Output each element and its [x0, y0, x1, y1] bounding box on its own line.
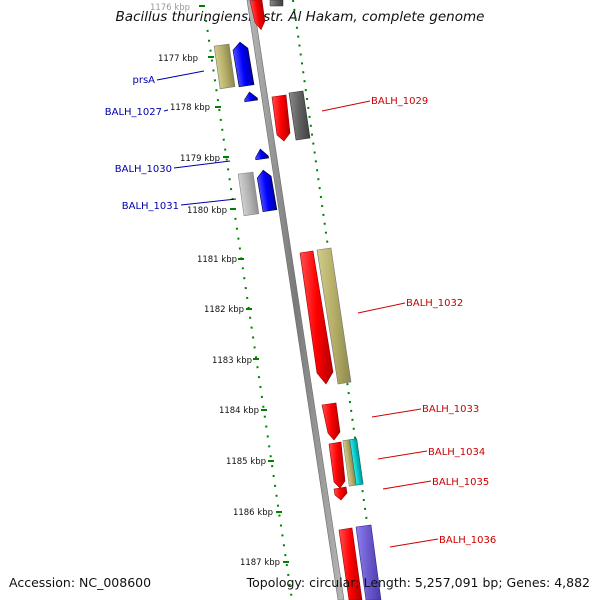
gene-balh-1036[interactable]: [338, 527, 363, 600]
connector-balh-1031: [180, 198, 237, 206]
ruler-label: 1185 kbp: [226, 457, 266, 467]
ruler-label: 1179 kbp: [180, 154, 220, 164]
label-balh-1032[interactable]: BALH_1032: [406, 298, 463, 309]
ruler-label: 1178 kbp: [170, 103, 210, 113]
label-balh-1033[interactable]: BALH_1033: [422, 404, 479, 415]
ruler-label: 1184 kbp: [219, 406, 259, 416]
ruler-label: 1176 kbp: [150, 3, 190, 13]
gene-balh-1033[interactable]: [321, 402, 341, 441]
outer-dotted-guide: [292, 0, 379, 600]
connector-balh-1033: [371, 408, 422, 418]
connector-balh-1027: [163, 109, 169, 112]
connector-balh-1034: [377, 450, 428, 460]
gene-balh-1031-blue[interactable]: [256, 169, 278, 212]
label-balh-1031[interactable]: BALH_1031: [122, 201, 179, 212]
ruler-label: 1183 kbp: [212, 356, 252, 366]
gene-balh-1036-purple[interactable]: [355, 524, 382, 600]
label-connectors: [156, 70, 439, 548]
gene-balh-1029[interactable]: [271, 94, 291, 142]
gene-balh-1027[interactable]: [244, 91, 258, 103]
connector-prsA: [156, 70, 205, 81]
label-balh-1030[interactable]: BALH_1030: [115, 164, 172, 175]
label-balh-1027[interactable]: BALH_1027: [105, 107, 162, 118]
accession-text: Accession: NC_008600: [9, 575, 152, 590]
forward-strand-genes: [271, 90, 382, 600]
label-prsA[interactable]: prsA: [132, 75, 155, 86]
gene-balh-1029-gray[interactable]: [288, 90, 311, 141]
ruler-label: 1177 kbp: [158, 54, 198, 64]
ruler-label: 1181 kbp: [197, 255, 237, 265]
genome-backbone: [246, 0, 345, 600]
ruler-label: 1187 kbp: [240, 558, 280, 568]
ruler: 1176 kbp 1177 kbp 1178 kbp 1179 kbp 1180…: [150, 3, 289, 568]
reverse-strand-genes: [213, 41, 278, 217]
label-balh-1034[interactable]: BALH_1034: [428, 447, 485, 458]
gene-prsA[interactable]: [213, 43, 236, 90]
gene-partial-top-red: [249, 0, 266, 31]
gene-labels: prsA BALH_1027 BALH_1030 BALH_1031 BALH_…: [105, 75, 497, 546]
connector-balh-1036: [389, 538, 439, 548]
ruler-label: 1182 kbp: [204, 305, 244, 315]
connector-balh-1035: [382, 480, 432, 490]
label-balh-1036[interactable]: BALH_1036: [439, 535, 496, 546]
label-balh-1035[interactable]: BALH_1035: [432, 477, 489, 488]
ruler-label: 1180 kbp: [187, 206, 227, 216]
genome-summary-text: Topology: circular; Length: 5,257,091 bp…: [246, 575, 590, 590]
gene-balh-1034-cyan[interactable]: [349, 438, 364, 486]
gene-balh-1035[interactable]: [333, 486, 348, 501]
gene-balh-1034[interactable]: [328, 441, 346, 489]
gene-balh-1032-khaki[interactable]: [316, 247, 352, 385]
genome-title: Bacillus thuringiensis str. Al Hakam, co…: [115, 9, 485, 25]
label-balh-1029[interactable]: BALH_1029: [371, 96, 428, 107]
connector-balh-1030: [173, 160, 231, 169]
gene-balh-1030[interactable]: [254, 148, 269, 161]
gene-partial-top-gray: [269, 0, 284, 7]
gene-balh-1031[interactable]: [237, 171, 260, 217]
gene-balh-1026-blue[interactable]: [232, 41, 255, 88]
ruler-label: 1186 kbp: [233, 508, 273, 518]
connector-balh-1032: [357, 302, 406, 314]
connector-balh-1029: [321, 100, 371, 112]
gene-balh-1032[interactable]: [299, 250, 334, 385]
